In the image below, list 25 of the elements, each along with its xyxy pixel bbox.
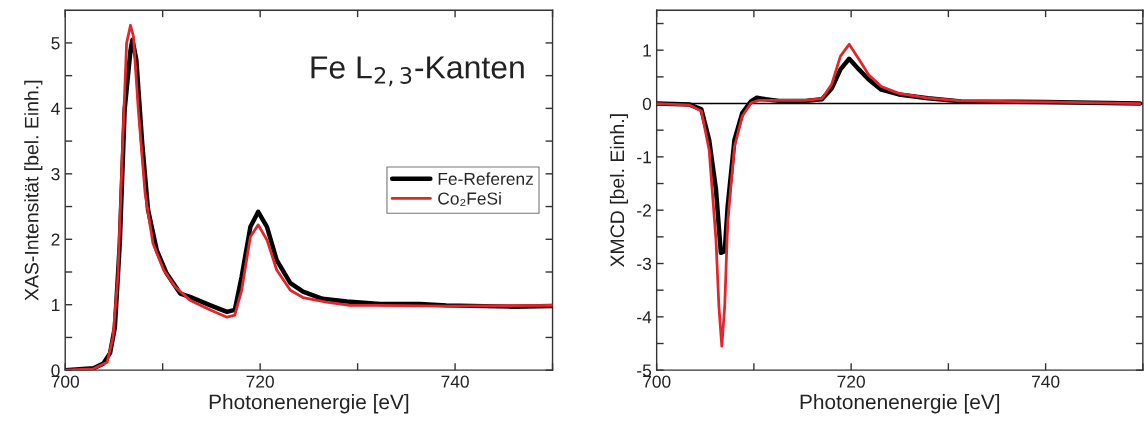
y-tick-label: -2 <box>637 204 651 217</box>
x-tick-label: 720 <box>837 375 865 388</box>
x-tick-label: 740 <box>1032 375 1060 388</box>
y-tick-label: 0 <box>642 97 652 110</box>
y-axis-title: XAS-Intensität [bel. Einh.] <box>24 80 43 301</box>
y-tick-label: 3 <box>51 167 60 181</box>
x-tick-label: 700 <box>643 375 671 388</box>
y-tick-label: -1 <box>637 151 651 164</box>
legend-label: Co₂FeSi <box>438 191 501 206</box>
y-tick-label: 2 <box>51 233 60 246</box>
annotation: Fe L$_{2,3}$-Kanten <box>311 56 524 87</box>
x-tick-label: 740 <box>441 375 469 388</box>
y-tick-label: 1 <box>52 299 60 312</box>
y-axis-title: XMCD [bel. Einh.] <box>609 114 629 268</box>
legend-label: Fe-Referenz <box>438 172 533 186</box>
y-tick-label: 4 <box>51 102 60 115</box>
x-tick-label: 700 <box>51 375 80 388</box>
y-tick-label: -4 <box>637 311 652 324</box>
y-tick-label: -3 <box>637 257 652 270</box>
x-axis-title: Photonenenergie [eV] <box>209 394 409 414</box>
x-axis-title: Photonenenergie [eV] <box>800 394 1000 414</box>
y-tick-label: 1 <box>643 44 651 57</box>
y-tick-label: 5 <box>51 37 60 50</box>
x-tick-label: 720 <box>246 375 274 388</box>
y-tick-label: 0 <box>51 364 60 377</box>
